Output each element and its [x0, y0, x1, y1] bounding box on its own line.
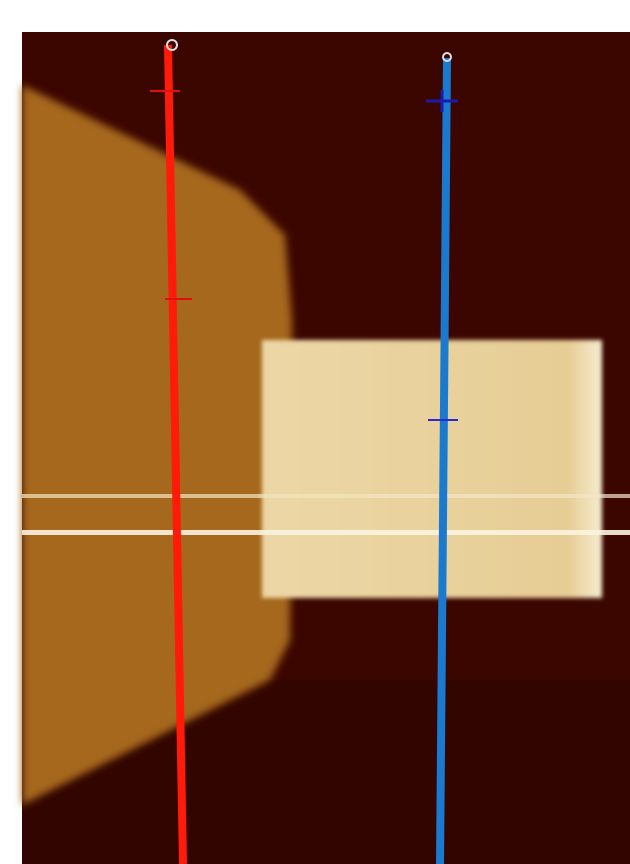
scan-artifact — [22, 494, 630, 498]
page — [0, 0, 630, 864]
afm-image — [22, 32, 630, 864]
afm-screenshot — [0, 0, 630, 864]
scan-artifact — [22, 530, 630, 535]
bright-region — [262, 340, 602, 598]
